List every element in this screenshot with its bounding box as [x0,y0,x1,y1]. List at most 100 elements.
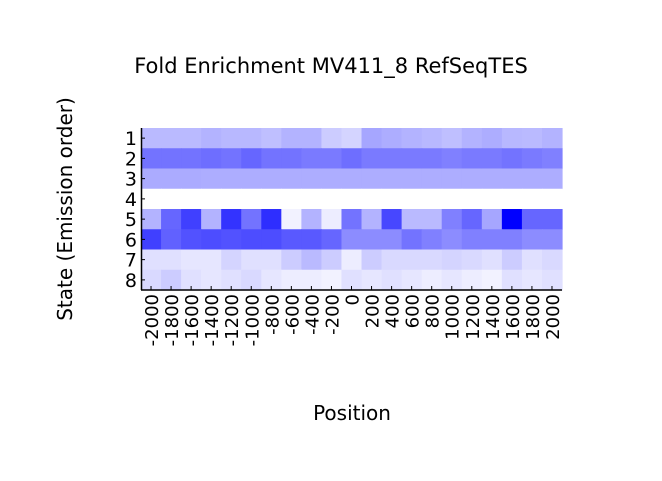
x-tick-label: 1400 [483,294,504,340]
heatmap-cell [541,188,563,210]
heatmap-cell [481,269,503,291]
heatmap-cell [421,168,443,190]
x-tick-label: -1600 [182,294,203,346]
heatmap-cell [461,168,483,190]
heatmap-cell [381,269,403,291]
heatmap-cell [441,168,463,190]
heatmap-cell [281,188,302,210]
heatmap-cell [301,249,323,271]
x-tick-label: -800 [262,294,283,335]
heatmap-cell [401,229,423,251]
heatmap-cell [141,209,162,230]
heatmap-cell [221,249,242,271]
heatmap-cell [221,168,242,190]
heatmap-cell [461,249,483,271]
x-tick-label: -1400 [202,294,223,346]
heatmap-cell [361,229,383,251]
heatmap-cell [181,148,202,170]
heatmap-cell [241,249,262,271]
heatmap-cell [161,168,182,190]
heatmap-cell [141,229,162,251]
x-tick-label: 2000 [543,294,564,340]
heatmap-cell [381,188,403,210]
heatmap-cell [281,269,302,291]
heatmap-cell [361,148,383,170]
heatmap-cell [421,209,443,230]
heatmap-cell [521,188,543,210]
heatmap-cell [481,229,503,251]
heatmap-cell [341,188,363,210]
heatmap-cell [441,148,463,170]
y-tick-label: 8 [125,270,137,292]
heatmap-cell [181,168,202,190]
heatmap-cell [281,168,302,190]
heatmap-cell [461,269,483,291]
heatmap-cell [441,269,463,291]
heatmap-cell [501,128,523,149]
heatmap-cell [341,168,363,190]
heatmap-cell [201,188,222,210]
x-tick-label: 400 [383,294,404,328]
heatmap-cell [281,128,302,149]
heatmap-cell [261,128,282,149]
heatmap-cell [321,168,343,190]
heatmap-cell [221,209,242,230]
x-tick-label: 1800 [523,294,544,340]
heatmap-cell [521,249,543,271]
heatmap-cell [521,148,543,170]
heatmap-cell [241,229,262,251]
y-tick-label: 4 [125,189,137,211]
heatmap-cell [441,229,463,251]
heatmap-cell [381,168,403,190]
heatmap-cell [321,209,343,230]
y-tick-label: 1 [125,128,137,150]
heatmap-cell [441,249,463,271]
heatmap-cell [341,209,363,230]
heatmap-cell [301,148,323,170]
heatmap-cell [401,148,423,170]
heatmap-cell [401,188,423,210]
x-tick-label: -1000 [242,294,263,346]
heatmap-cell [441,209,463,230]
heatmap-cell [421,229,443,251]
heatmap-cell [241,168,262,190]
heatmap-cell [141,188,162,210]
heatmap-cell [541,229,563,251]
heatmap-cell [321,128,343,149]
heatmap-cell [301,168,323,190]
heatmap-cell [241,148,262,170]
heatmap-cell [321,188,343,210]
heatmap-cell [381,249,403,271]
heatmap-cell [521,269,543,291]
heatmap-cell [461,148,483,170]
heatmap-cell [161,269,182,291]
x-tick-label: 1200 [463,294,484,340]
heatmap-cell [161,188,182,210]
x-tick-label: 200 [363,294,384,328]
heatmap-cell [361,168,383,190]
x-tick-label: -400 [302,294,323,335]
x-axis-label: Position [313,401,391,425]
heatmap-cell [361,128,383,149]
heatmap-cell [541,128,563,149]
heatmap-cell [361,209,383,230]
y-tick-label: 3 [125,169,137,191]
heatmap-cell [341,128,363,149]
heatmap-cell [501,148,523,170]
heatmap-cell [261,229,282,251]
heatmap-cell [541,148,563,170]
heatmap-cell [521,128,543,149]
heatmap-cell [521,168,543,190]
heatmap-cell [361,249,383,271]
heatmap-cell [241,188,262,210]
heatmap-cell [381,128,403,149]
x-tick-label: 1000 [443,294,464,340]
heatmap-cell [501,168,523,190]
y-tick-label: 2 [125,148,137,170]
heatmap-cell [281,249,302,271]
heatmap-cell [141,128,162,149]
x-tick-label: 800 [423,294,444,328]
heatmap-cell [381,148,403,170]
